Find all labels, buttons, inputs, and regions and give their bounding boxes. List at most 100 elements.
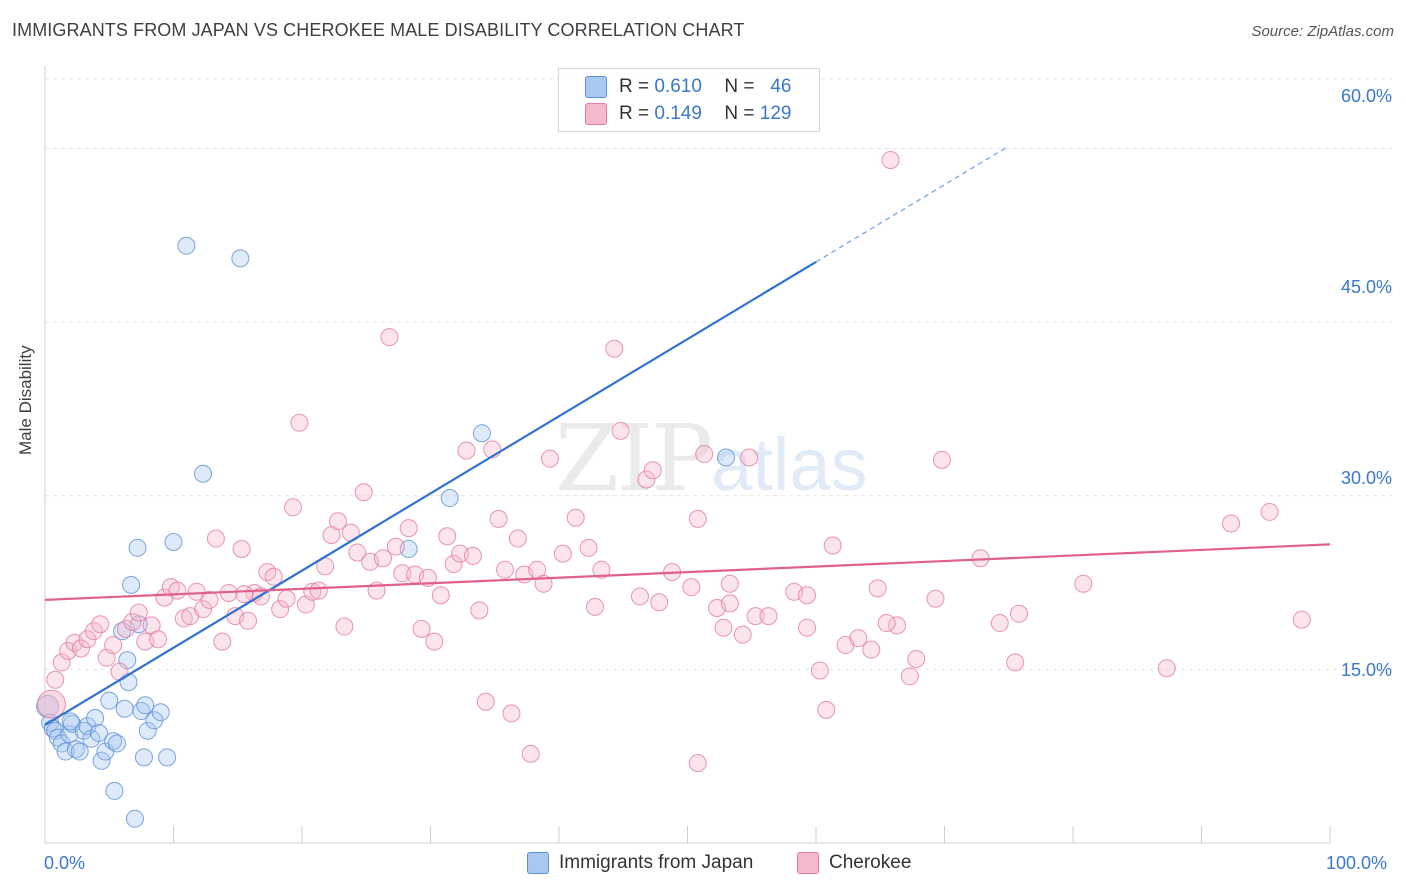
cherokee-point-54 — [386, 537, 405, 556]
cherokee-point-118 — [932, 450, 951, 469]
legend-japan-swatch — [527, 852, 549, 874]
cherokee-point-129 — [235, 585, 254, 604]
cherokee-point-67 — [470, 601, 489, 620]
cherokee-point-5 — [71, 639, 90, 658]
cherokee-point-10 — [104, 636, 123, 655]
cherokee-point-13 — [123, 612, 142, 631]
cherokee-point-120 — [990, 614, 1009, 633]
cherokee-point-122 — [1006, 653, 1025, 672]
japan-point-40 — [440, 489, 459, 508]
cherokee-point-126 — [1260, 502, 1279, 521]
japan-point-45 — [61, 712, 80, 731]
cherokee-point-71 — [496, 560, 515, 579]
cherokee-point-81 — [579, 538, 598, 557]
cherokee-point-1 — [46, 670, 65, 689]
y-tick-15: 15.0% — [1340, 660, 1392, 680]
japan-point-32 — [136, 696, 155, 715]
cherokee-point-60 — [425, 632, 444, 651]
cherokee-point-104 — [798, 586, 817, 605]
cherokee-point-82 — [585, 597, 604, 616]
legend-item-japan: Immigrants from Japan — [527, 852, 753, 874]
cherokee-point-7 — [84, 622, 103, 641]
cherokee-point-53 — [380, 328, 399, 347]
cherokee-point-105 — [798, 618, 817, 637]
chart-title: IMMIGRANTS FROM JAPAN VS CHEROKEE MALE D… — [12, 20, 745, 40]
cherokee-point-94 — [695, 445, 714, 464]
japan-point-36 — [164, 533, 183, 552]
cherokee-n-value: 129 — [759, 103, 792, 124]
cherokee-point-78 — [541, 449, 560, 468]
cherokee-point-52 — [373, 549, 392, 568]
cherokee-point-124 — [1157, 659, 1176, 678]
cherokee-point-45 — [328, 512, 347, 531]
cherokee-point-37 — [277, 589, 296, 608]
cherokee-point-0 — [36, 689, 66, 719]
legend-japan-label: Immigrants from Japan — [559, 852, 754, 873]
cherokee-point-35 — [264, 567, 283, 586]
japan-point-37 — [177, 236, 196, 255]
legend-item-cherokee: Cherokee — [797, 852, 911, 874]
cherokee-point-128 — [877, 614, 896, 633]
cherokee-point-102 — [759, 607, 778, 626]
cherokee-point-27 — [213, 632, 232, 651]
cherokee-point-83 — [592, 560, 611, 579]
watermark: ZIPatlas — [555, 405, 867, 512]
japan-point-31 — [134, 748, 153, 767]
japan-n-value: 46 — [770, 76, 792, 97]
cherokee-point-23 — [187, 582, 206, 601]
cherokee-point-101 — [746, 607, 765, 626]
cherokee-point-73 — [508, 529, 527, 548]
cherokee-point-42 — [309, 581, 328, 600]
y-axis-title: Male Disability — [16, 345, 35, 455]
cherokee-point-49 — [354, 483, 373, 502]
legend-cherokee-label: Cherokee — [829, 852, 912, 873]
cherokee-point-79 — [553, 544, 572, 563]
cherokee-trend-line — [44, 543, 1331, 602]
cherokee-point-70 — [489, 509, 508, 528]
cherokee-point-63 — [444, 555, 463, 574]
y-tick-60: 60.0% — [1340, 86, 1392, 106]
japan-point-27 — [125, 809, 144, 828]
watermark-suffix: atlas — [711, 423, 868, 506]
cherokee-point-91 — [682, 578, 701, 597]
cherokee-point-93 — [688, 754, 707, 773]
cherokee-point-17 — [149, 630, 168, 649]
cherokee-point-66 — [463, 546, 482, 565]
japan-point-41 — [472, 424, 491, 443]
cherokee-point-116 — [907, 649, 926, 668]
japan-swatch — [585, 76, 607, 98]
cherokee-swatch — [585, 103, 607, 125]
cherokee-point-30 — [232, 539, 251, 558]
cherokee-point-61 — [431, 586, 450, 605]
watermark-brand: ZIP — [555, 405, 713, 512]
cherokee-point-96 — [714, 618, 733, 637]
cherokee-point-89 — [650, 593, 669, 612]
cherokee-point-117 — [926, 589, 945, 608]
japan-trend-extension — [815, 145, 1010, 263]
cherokee-point-107 — [817, 700, 836, 719]
cherokee-point-88 — [643, 461, 662, 480]
y-tick-30: 30.0% — [1340, 468, 1392, 488]
x-tick-100: 100.0% — [1326, 853, 1388, 873]
cherokee-point-75 — [521, 744, 540, 763]
japan-point-21 — [105, 781, 124, 800]
japan-point-23 — [115, 699, 134, 718]
japan-point-42 — [717, 448, 736, 467]
japan-point-38 — [194, 464, 213, 483]
x-tick-0: 0.0% — [44, 853, 86, 873]
cherokee-point-2 — [52, 653, 71, 672]
japan-point-35 — [151, 703, 170, 722]
cherokee-point-58 — [412, 619, 431, 638]
legend-row-japan: R = 0.610 N = 46 — [585, 76, 791, 98]
cherokee-point-99 — [733, 625, 752, 644]
cherokee-point-123 — [1074, 574, 1093, 593]
japan-r-value: 0.610 — [654, 76, 702, 97]
cherokee-point-25 — [200, 590, 219, 609]
cherokee-point-87 — [637, 470, 656, 489]
legend-row-cherokee: R = 0.149 N = 129 — [585, 103, 791, 125]
cherokee-point-92 — [688, 509, 707, 528]
cherokee-point-24 — [194, 600, 213, 619]
japan-point-26 — [122, 575, 141, 594]
cherokee-r-value: 0.149 — [654, 103, 702, 124]
